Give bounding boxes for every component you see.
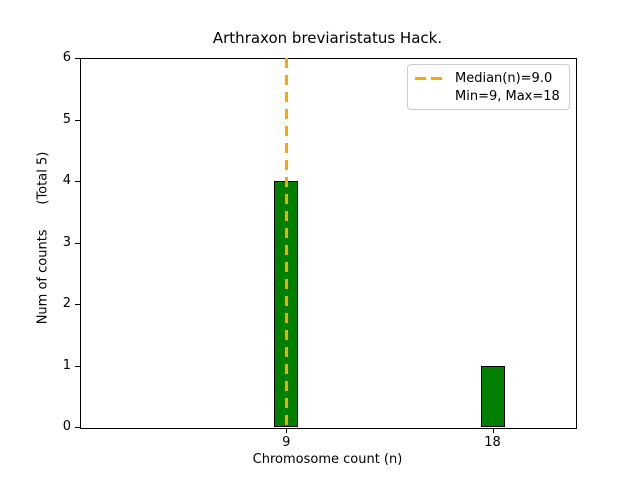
y-tick-label: 2 <box>62 296 71 311</box>
y-tick-label: 3 <box>62 234 71 250</box>
y-tick-mark <box>75 304 80 305</box>
median-dashed-line-swatch <box>415 76 442 80</box>
x-tick-label: 18 <box>484 435 501 450</box>
y-tick-label: 0 <box>62 419 71 434</box>
chart-title: Arthraxon breviaristatus Hack. <box>212 29 443 47</box>
x-axis-label: Chromosome count (n) <box>252 452 403 467</box>
y-tick-mark <box>75 58 80 59</box>
legend: Median(n)=9.0 Min=9, Max=18 <box>407 64 570 110</box>
y-tick-mark <box>75 365 80 367</box>
x-tick-label: 9 <box>282 435 291 450</box>
x-tick-mark <box>286 428 288 433</box>
y-tick-label: 5 <box>62 111 71 127</box>
legend-entry-minmax: Min=9, Max=18 <box>415 87 560 105</box>
legend-label-minmax: Min=9, Max=18 <box>455 88 560 104</box>
y-tick-label: 4 <box>62 173 71 188</box>
median-line <box>284 58 288 427</box>
y-tick-label: 6 <box>62 50 71 65</box>
legend-entry-median: Median(n)=9.0 <box>415 69 560 87</box>
y-tick-mark <box>75 119 80 121</box>
y-tick-mark <box>75 242 80 244</box>
y-tick-mark <box>75 427 80 428</box>
x-tick-mark <box>492 428 494 433</box>
legend-label-median: Median(n)=9.0 <box>455 70 553 86</box>
bar-n18 <box>480 365 505 427</box>
y-tick-label: 1 <box>62 357 71 373</box>
y-tick-mark <box>75 181 80 182</box>
